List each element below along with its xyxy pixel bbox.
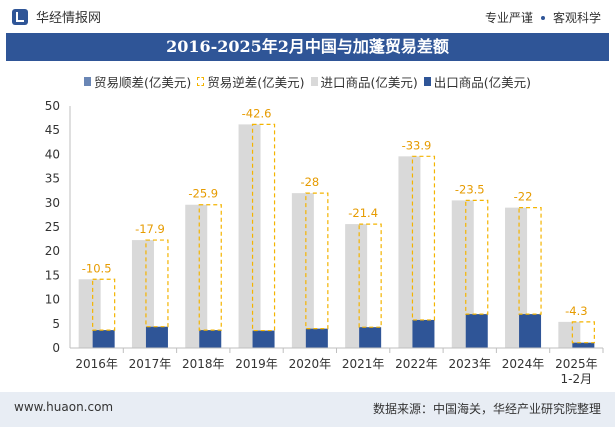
- deficit-bar: [465, 199, 489, 315]
- chart-title: 2016-2025年2月中国与加蓬贸易差额: [6, 33, 609, 61]
- dot-separator-icon: [540, 15, 545, 20]
- legend-label-export: 出口商品(亿美元): [433, 74, 532, 90]
- legend-item-deficit: 贸易逆差(亿美元): [197, 72, 305, 91]
- export-bar: [199, 330, 222, 348]
- y-tick-label: 35: [45, 172, 60, 186]
- tagline: 专业严谨 客观科学: [485, 9, 601, 26]
- deficit-data-label: -17.9: [135, 222, 165, 236]
- brand-logo-icon: [12, 8, 28, 25]
- export-bar: [465, 314, 488, 348]
- x-tick-label: 2017年: [129, 357, 172, 371]
- import-bar: [238, 124, 261, 348]
- x-tick-label: 2023年: [448, 357, 491, 371]
- legend-item-export: 出口商品(亿美元): [423, 72, 532, 91]
- x-tick-label: 2021年: [342, 357, 385, 371]
- deficit-bar: [411, 155, 436, 321]
- footer: www.huaon.com 数据来源：中国海关，华经产业研究院整理: [0, 392, 615, 427]
- export-bar: [519, 314, 542, 348]
- deficit-data-label: -23.5: [455, 182, 485, 196]
- legend-swatch-deficit: [197, 76, 205, 86]
- x-tick-label: 2020年: [289, 357, 332, 371]
- deficit-data-label: -28: [300, 175, 319, 189]
- legend-swatch-surplus: [83, 76, 91, 86]
- legend-item-surplus: 贸易顺差(亿美元): [83, 72, 192, 91]
- deficit-data-label: -33.9: [402, 138, 432, 152]
- y-tick-label: 45: [45, 123, 60, 137]
- x-tick-label: 2024年: [502, 357, 545, 371]
- export-bar: [412, 319, 435, 348]
- deficit-data-label: -25.9: [188, 187, 218, 201]
- deficit-bar: [92, 278, 116, 331]
- export-bar: [252, 330, 275, 348]
- chart-legend: 贸易顺差(亿美元) 贸易逆差(亿美元) 进口商品(亿美元) 出口商品(亿美元): [0, 71, 615, 91]
- deficit-bar: [251, 123, 276, 332]
- x-tick-label: 2018年: [182, 357, 225, 371]
- import-bar: [451, 200, 474, 348]
- deficit-data-label: -42.6: [242, 106, 272, 120]
- deficit-bar: [145, 239, 169, 328]
- legend-swatch-export: [423, 76, 431, 86]
- footer-website: www.huaon.com: [14, 400, 114, 414]
- import-bar: [185, 204, 208, 348]
- y-tick-label: 0: [52, 341, 60, 355]
- import-bar: [398, 156, 421, 348]
- brand: 华经情报网: [12, 7, 101, 26]
- import-bar: [291, 193, 314, 348]
- import-bar: [131, 240, 154, 348]
- x-tick-label: 2016年: [75, 357, 118, 371]
- import-bar: [558, 321, 581, 348]
- export-bar: [145, 326, 168, 348]
- import-bar: [345, 224, 368, 348]
- deficit-data-label: -4.3: [565, 304, 587, 318]
- legend-label-deficit: 贸易逆差(亿美元): [207, 74, 305, 90]
- top-bar: 华经情报网 专业严谨 客观科学: [0, 0, 615, 30]
- bar-chart: 0 5 10 15 20 25 30 35 40 45 50 -10.5 2016年 -17.9 2017年…: [45, 99, 604, 386]
- x-tick-label: 2025年 1-2月: [555, 357, 598, 386]
- tagline-left: 专业严谨: [484, 11, 533, 25]
- legend-label-surplus: 贸易顺差(亿美元): [93, 74, 192, 90]
- export-bar: [305, 328, 328, 348]
- y-tick-label: 20: [45, 244, 60, 258]
- deficit-bar: [358, 223, 382, 328]
- legend-swatch-import: [310, 76, 318, 86]
- y-tick-label: 5: [52, 317, 60, 331]
- brand-name: 华经情报网: [36, 11, 102, 26]
- y-tick-label: 15: [45, 268, 60, 282]
- deficit-data-label: -21.4: [348, 206, 378, 220]
- y-tick-label: 50: [45, 99, 60, 113]
- import-bar: [505, 207, 528, 348]
- deficit-data-label: -10.5: [82, 261, 112, 275]
- deficit-bar: [198, 204, 222, 331]
- deficit-bar: [518, 207, 542, 315]
- deficit-data-label: -22: [514, 190, 533, 204]
- y-tick-label: 40: [45, 147, 60, 161]
- y-tick-label: 10: [45, 293, 60, 307]
- legend-item-import: 进口商品(亿美元): [310, 72, 418, 91]
- export-bar: [572, 342, 595, 348]
- legend-label-import: 进口商品(亿美元): [320, 74, 418, 90]
- y-tick-label: 30: [45, 196, 60, 210]
- x-tick-label: 2019年: [235, 357, 278, 371]
- tagline-right: 客观科学: [552, 11, 601, 25]
- deficit-bar: [571, 321, 595, 344]
- footer-source: 数据来源：中国海关，华经产业研究院整理: [372, 402, 601, 416]
- y-tick-label: 25: [45, 220, 60, 234]
- export-bar: [359, 327, 382, 348]
- export-bar: [92, 330, 115, 348]
- deficit-bar: [305, 192, 329, 330]
- x-tick-label: 2022年: [395, 357, 438, 371]
